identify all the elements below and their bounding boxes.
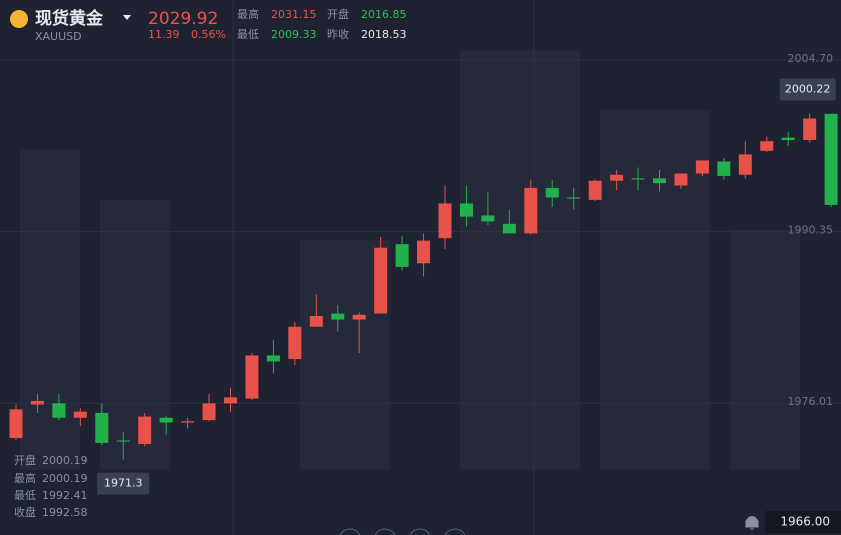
- candle-body: [824, 113, 838, 205]
- tooltip-value: 2000.19: [42, 472, 88, 485]
- candle-body: [438, 203, 452, 239]
- tooltip-label: 收盘: [14, 505, 36, 519]
- candle-body: [116, 440, 130, 442]
- nav-buttons[interactable]: [339, 528, 466, 535]
- candle-body: [95, 412, 109, 443]
- candle-body: [738, 154, 752, 175]
- min-label: 1971.3: [104, 477, 143, 490]
- tooltip-value: 2000.19: [42, 454, 88, 467]
- candle-body: [417, 240, 431, 264]
- tooltip: 开盘 2000.19 最高 2000.19 最低 1992.41 收盘 1992…: [14, 453, 88, 519]
- y-tick-label: 1976.01: [788, 395, 834, 408]
- stat-value: 2016.85: [361, 8, 407, 21]
- stat-label: 昨收: [327, 27, 349, 41]
- stat-label: 最高: [237, 7, 259, 21]
- y-tick-label: 2004.70: [788, 52, 834, 65]
- tooltip-label: 最低: [14, 489, 36, 502]
- alert-bell[interactable]: [745, 516, 759, 530]
- candle-body: [224, 397, 237, 404]
- candle-body: [653, 178, 666, 184]
- candle-body: [459, 203, 473, 217]
- tooltip-label: 最高: [14, 471, 36, 485]
- candle-body: [631, 178, 645, 180]
- candle-body: [309, 315, 323, 327]
- candle-body: [138, 416, 152, 445]
- stat-value: 2009.33: [271, 28, 317, 41]
- stat-label: 开盘: [327, 7, 349, 21]
- max-label-box: [779, 78, 836, 101]
- candle-body: [588, 180, 602, 200]
- candle-body: [30, 400, 44, 405]
- candle-body: [73, 411, 87, 418]
- min-label-box: [97, 472, 150, 495]
- candle-body: [245, 355, 259, 399]
- last-price-label: 1966.00: [780, 515, 830, 529]
- price: 2029.92: [148, 9, 218, 29]
- gold-icon: [10, 10, 28, 28]
- candle-body: [9, 409, 23, 439]
- y-tick-label: 1990.35: [788, 224, 834, 237]
- candle-body: [288, 326, 302, 360]
- candle-body: [159, 417, 173, 423]
- candle-body: [545, 187, 559, 198]
- change: 11.39: [148, 28, 180, 41]
- tooltip-label: 开盘: [14, 453, 36, 467]
- candle-body: [717, 161, 731, 176]
- last-price-box: [765, 511, 841, 534]
- tooltip-value: 1992.58: [42, 506, 88, 519]
- max-label: 2000.22: [785, 82, 831, 95]
- candle-body: [502, 223, 516, 234]
- candle-body: [52, 403, 66, 418]
- candle-body: [374, 247, 388, 314]
- candle-body: [481, 215, 495, 222]
- candle-body: [202, 403, 216, 421]
- change-percent: 0.56%: [191, 28, 226, 41]
- candle-body: [181, 421, 195, 423]
- candle-body: [803, 118, 817, 141]
- candle-body: [352, 314, 366, 320]
- candle-body: [395, 244, 409, 267]
- tooltip-value: 1992.41: [42, 489, 88, 502]
- candle-body: [266, 355, 280, 362]
- dropdown-caret[interactable]: [123, 15, 131, 20]
- instrument-title[interactable]: 现货黄金: [35, 8, 104, 29]
- candle-body: [331, 313, 345, 320]
- stat-value: 2018.53: [361, 28, 407, 41]
- candle-body: [695, 160, 709, 174]
- symbol: XAUUSD: [35, 30, 82, 43]
- candle-body: [567, 197, 581, 199]
- stat-label: 最低: [237, 28, 259, 41]
- candle-body: [781, 137, 795, 141]
- candle-body: [524, 187, 538, 234]
- candle-body: [760, 141, 774, 151]
- candle-body: [674, 173, 688, 186]
- stat-value: 2031.15: [271, 8, 317, 21]
- candle-body: [610, 174, 624, 181]
